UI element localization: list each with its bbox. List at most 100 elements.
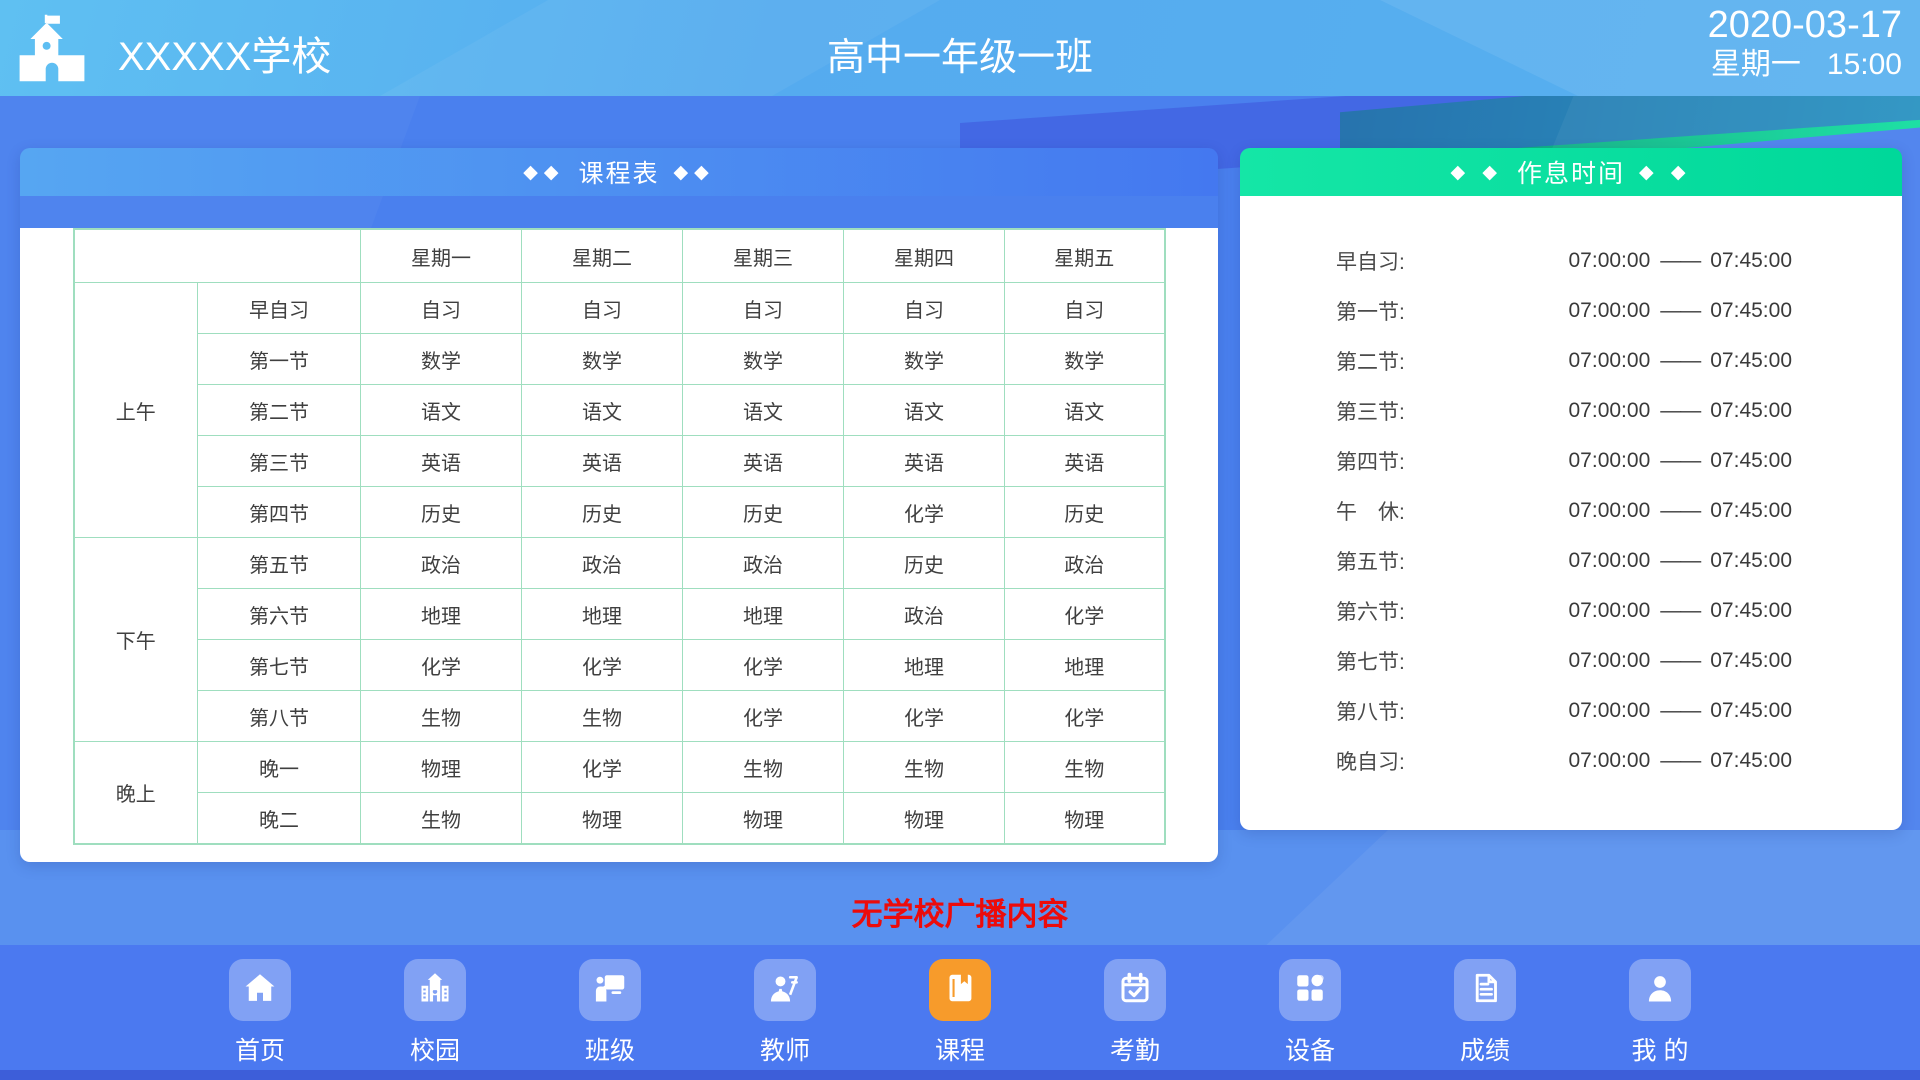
nav-item-label: 校园 — [409, 1037, 460, 1065]
period-cell: 晚一 — [197, 741, 361, 793]
time-dash: —— — [1660, 299, 1701, 322]
time-text: 15:00 — [1826, 47, 1902, 81]
schedule-period-label: 第七节: — [1336, 651, 1405, 674]
end-time: 07:45:00 — [1710, 499, 1792, 522]
nav-item-label: 教师 — [759, 1037, 810, 1065]
subject-cell: 英语 — [1004, 435, 1165, 487]
nav-tile — [404, 959, 466, 1021]
work-rest-panel: ◆ ◆ 作息时间 ◆ ◆ 早自习: 07:00:00 —— 07:45:00 第一节: 0… — [1240, 148, 1902, 830]
time-dash: —— — [1660, 249, 1701, 272]
subject-cell: 生物 — [521, 690, 683, 742]
subject-cell: 生物 — [1004, 741, 1165, 793]
nav-item[interactable]: 考勤 — [1076, 959, 1194, 1067]
start-time: 07:00:00 — [1568, 399, 1651, 422]
schedule-row: 第二节: 07:00:00 —— 07:45:00 — [1240, 336, 1902, 386]
subject-cell: 地理 — [1004, 639, 1165, 691]
bottom-navbar: 首页 校园 班级 教师 课程 考勤 设备 成绩 我 的 — [0, 945, 1920, 1072]
schedule-row: 第七节: 07:00:00 —— 07:45:00 — [1240, 636, 1902, 686]
period-cell: 第七节 — [197, 639, 361, 691]
nav-item-label: 课程 — [934, 1037, 985, 1065]
schedule-row: 午 休: 07:00:00 —— 07:45:00 — [1240, 486, 1902, 536]
subject-cell: 化学 — [1004, 588, 1165, 640]
day-header-cell: 星期三 — [682, 228, 844, 283]
end-time: 07:45:00 — [1710, 249, 1792, 272]
schedule-row: 第五节: 07:00:00 —— 07:45:00 — [1240, 536, 1902, 586]
diamond-decoration: ◆ ◆ — [1450, 161, 1503, 183]
work-rest-panel-title: 作息时间 — [1516, 160, 1625, 188]
device-icon — [1292, 970, 1328, 1011]
schedule-period-label: 第六节: — [1336, 601, 1405, 624]
subject-cell: 语文 — [682, 384, 844, 436]
end-time: 07:45:00 — [1710, 599, 1792, 622]
subject-cell: 化学 — [843, 486, 1005, 538]
diamond-decoration: ◆◆ — [523, 161, 565, 183]
period-cell: 第八节 — [197, 690, 361, 742]
subject-cell: 历史 — [521, 486, 683, 538]
nav-tile — [229, 959, 291, 1021]
subject-cell: 政治 — [682, 537, 844, 589]
start-time: 07:00:00 — [1568, 499, 1651, 522]
nav-item[interactable]: 设备 — [1251, 959, 1369, 1067]
subject-cell: 历史 — [1004, 486, 1165, 538]
top-header-bar: XXXXX学校 高中一年级一班 2020-03-17 星期一 15:00 — [0, 0, 1920, 96]
end-time: 07:45:00 — [1710, 699, 1792, 722]
nav-item-label: 首页 — [234, 1037, 285, 1065]
nav-item[interactable]: 我 的 — [1601, 959, 1719, 1067]
timegroup-cell: 下午 — [73, 537, 198, 742]
start-time: 07:00:00 — [1568, 749, 1651, 772]
schedule-time-range: 07:00:00 —— 07:45:00 — [1569, 349, 1793, 373]
schedule-row: 第六节: 07:00:00 —— 07:45:00 — [1240, 586, 1902, 636]
subject-cell: 化学 — [360, 639, 522, 691]
schedule-time-range: 07:00:00 —— 07:45:00 — [1569, 749, 1793, 773]
nav-item[interactable]: 首页 — [201, 959, 319, 1067]
schedule-period-label: 第八节: — [1336, 701, 1405, 724]
datetime-display: 2020-03-17 星期一 15:00 — [1708, 4, 1902, 82]
campus-icon — [417, 970, 453, 1011]
day-header-cell: 星期五 — [1004, 228, 1165, 283]
timetable-panel-header: ◆◆ 课程表 ◆◆ — [20, 148, 1218, 196]
subject-cell: 地理 — [843, 639, 1005, 691]
period-cell: 早自习 — [197, 282, 361, 334]
end-time: 07:45:00 — [1710, 749, 1792, 772]
subject-cell: 地理 — [360, 588, 522, 640]
course-icon — [942, 970, 978, 1011]
nav-item[interactable]: 成绩 — [1426, 959, 1544, 1067]
subject-cell: 地理 — [521, 588, 683, 640]
nav-item[interactable]: 教师 — [726, 959, 844, 1067]
schedule-row: 第三节: 07:00:00 —— 07:45:00 — [1240, 386, 1902, 436]
subject-cell: 数学 — [843, 333, 1005, 385]
end-time: 07:45:00 — [1710, 349, 1792, 372]
subject-cell: 化学 — [1004, 690, 1165, 742]
work-rest-list: 早自习: 07:00:00 —— 07:45:00 第一节: 07:00:00 —— 07:4… — [1240, 196, 1902, 786]
subject-cell: 语文 — [360, 384, 522, 436]
timegroup-cell: 晚上 — [73, 741, 198, 845]
subject-cell: 数学 — [682, 333, 844, 385]
subject-cell: 化学 — [521, 639, 683, 691]
nav-item[interactable]: 课程 — [901, 959, 1019, 1067]
weekday-text: 星期一 — [1710, 47, 1801, 81]
start-time: 07:00:00 — [1568, 299, 1651, 322]
nav-tile — [929, 959, 991, 1021]
subject-cell: 政治 — [360, 537, 522, 589]
time-dash: —— — [1660, 449, 1701, 472]
schedule-period-label: 第一节: — [1336, 301, 1405, 324]
nav-tile — [1279, 959, 1341, 1021]
schedule-period-label: 午 休: — [1336, 501, 1405, 524]
class-icon — [592, 970, 628, 1011]
time-dash: —— — [1660, 549, 1701, 572]
timegroup-cell: 上午 — [73, 282, 198, 538]
schedule-time-range: 07:00:00 —— 07:45:00 — [1569, 299, 1793, 323]
time-dash: —— — [1660, 399, 1701, 422]
time-dash: —— — [1660, 599, 1701, 622]
day-header-cell: 星期四 — [843, 228, 1005, 283]
nav-item[interactable]: 校园 — [376, 959, 494, 1067]
nav-item[interactable]: 班级 — [551, 959, 669, 1067]
profile-icon — [1642, 970, 1678, 1011]
bottom-edge-strip — [0, 1070, 1920, 1080]
subject-cell: 自习 — [682, 282, 844, 334]
schedule-row: 第八节: 07:00:00 —— 07:45:00 — [1240, 686, 1902, 736]
time-dash: —— — [1660, 499, 1701, 522]
start-time: 07:00:00 — [1568, 549, 1651, 572]
nav-tile — [1629, 959, 1691, 1021]
period-cell: 第二节 — [197, 384, 361, 436]
